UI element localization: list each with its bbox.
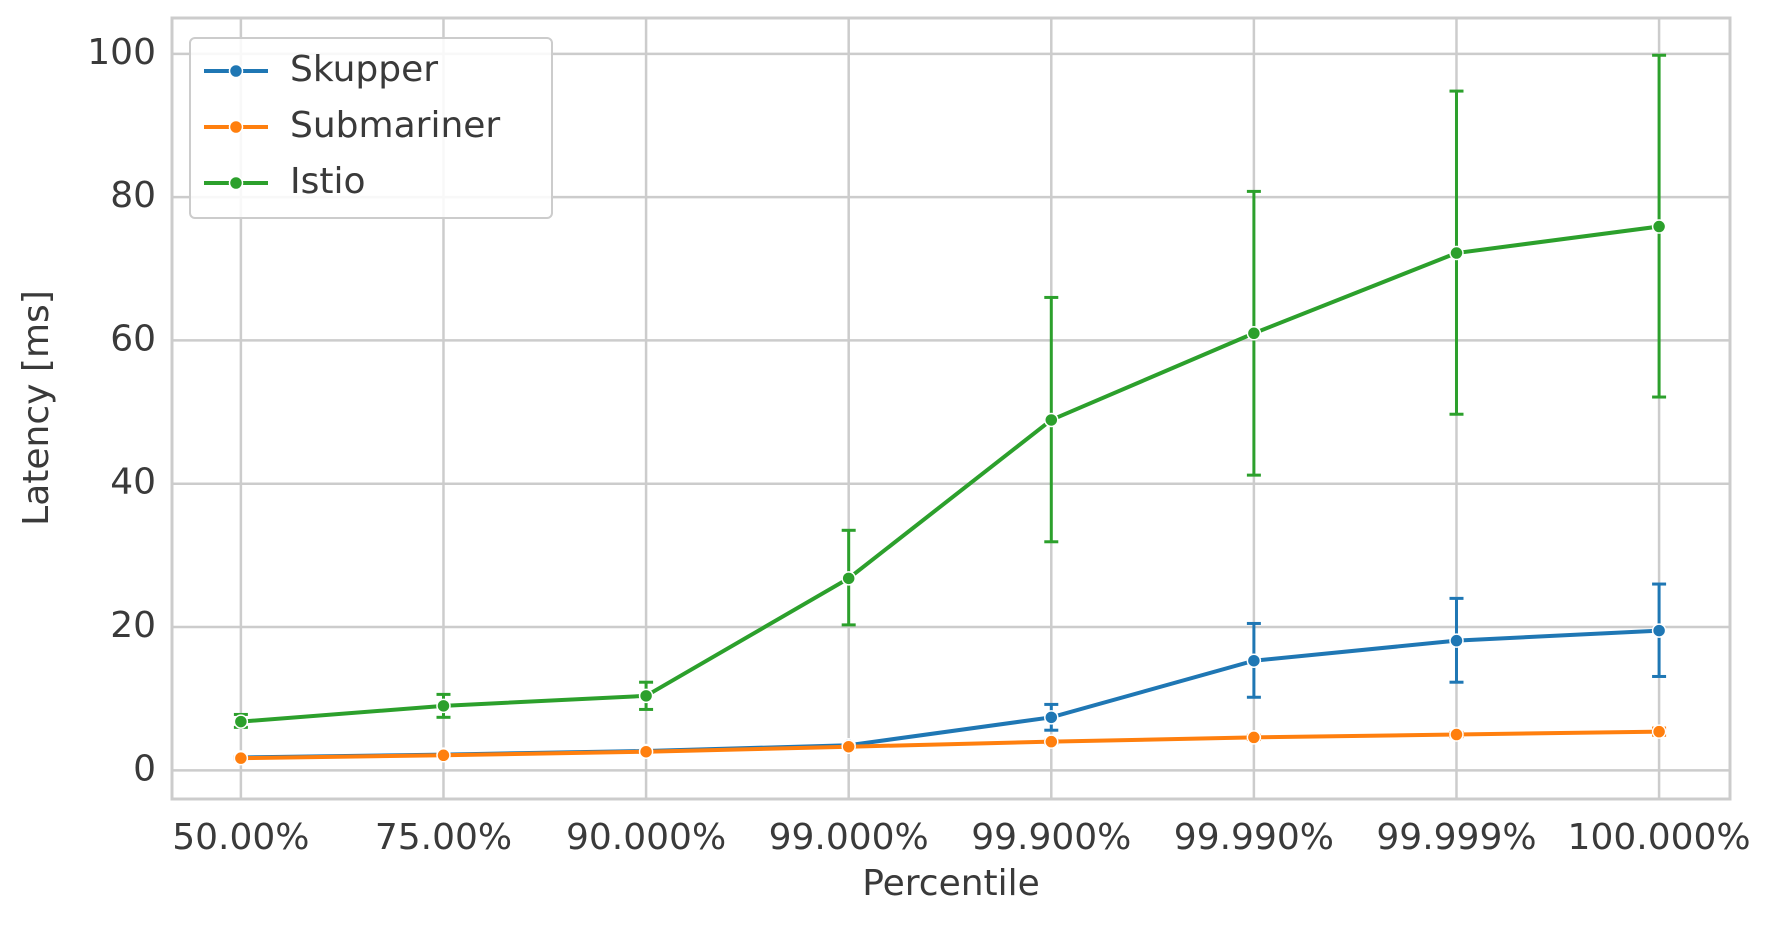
x-tick-label: 99.000% <box>769 817 929 858</box>
point <box>841 739 856 754</box>
plot-frame <box>170 16 1732 801</box>
point <box>1246 326 1262 341</box>
legend-label: Skupper <box>290 49 438 90</box>
x-tick-label: 99.990% <box>1174 817 1334 858</box>
y-tick-label: 40 <box>110 462 156 503</box>
point <box>841 571 856 586</box>
point <box>1044 710 1059 725</box>
x-tick-label: 99.900% <box>971 817 1131 858</box>
point <box>1449 633 1464 648</box>
point <box>1449 245 1464 261</box>
point <box>1651 724 1667 739</box>
point <box>638 688 654 704</box>
point <box>436 748 451 763</box>
legend-marker <box>228 175 244 191</box>
y-tick-label: 20 <box>110 605 156 646</box>
legend-marker <box>228 119 244 135</box>
point <box>1651 219 1667 234</box>
point <box>1044 734 1059 749</box>
x-tick-label: 50.00% <box>172 817 309 858</box>
legend-marker <box>228 63 244 79</box>
y-tick-label: 0 <box>133 748 156 789</box>
point <box>1044 412 1059 428</box>
y-tick-label: 60 <box>110 318 156 359</box>
point <box>233 750 249 766</box>
series-line <box>240 729 1660 761</box>
y-tick-label: 100 <box>87 32 156 73</box>
x-tick-label: 90.000% <box>566 817 726 858</box>
series-line <box>240 628 1660 760</box>
legend-label: Istio <box>290 161 366 202</box>
point <box>1246 730 1262 745</box>
point <box>436 698 451 714</box>
point <box>1651 623 1667 638</box>
legend-box <box>189 37 553 219</box>
y-axis-label: Latency [ms] <box>16 290 57 526</box>
point <box>638 744 654 759</box>
legend-label: Submariner <box>290 105 500 146</box>
series-line <box>240 224 1660 724</box>
point <box>1449 727 1464 742</box>
x-tick-label: 99.999% <box>1376 817 1536 858</box>
point <box>1246 653 1262 668</box>
x-tick-label: 100.000% <box>1568 817 1751 858</box>
x-axis-label: Percentile <box>862 863 1040 904</box>
x-tick-label: 75.00% <box>375 817 512 858</box>
point <box>233 714 249 729</box>
y-tick-label: 80 <box>110 175 156 216</box>
